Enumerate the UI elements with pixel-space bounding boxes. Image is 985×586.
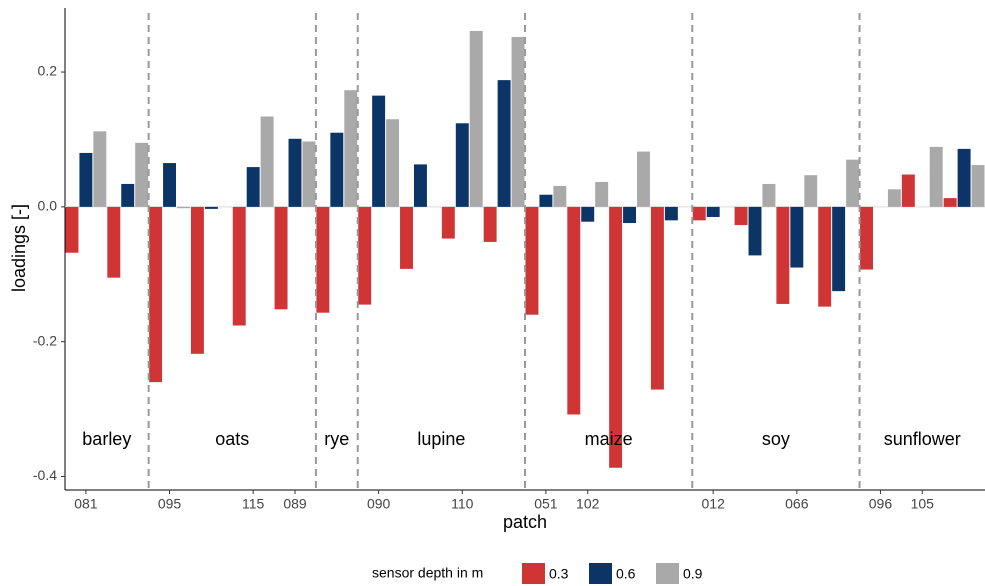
x-tick-label: 115: [242, 496, 265, 512]
bar: [567, 206, 581, 415]
bar: [860, 206, 873, 270]
y-axis-title: loadings [-]: [9, 204, 29, 292]
bar: [302, 141, 316, 207]
legend-title: sensor depth in m: [372, 565, 483, 581]
bar: [204, 206, 218, 209]
bar: [776, 206, 790, 304]
bar: [957, 148, 971, 207]
bar: [581, 206, 595, 222]
x-axis-title: patch: [503, 512, 547, 532]
bar: [511, 36, 525, 207]
x-tick-label: 081: [74, 496, 98, 512]
bar: [901, 174, 915, 207]
bar: [497, 80, 511, 207]
group-label: soy: [762, 429, 790, 449]
bar: [316, 206, 330, 313]
x-tick-label: 110: [451, 496, 474, 512]
bar: [664, 206, 678, 221]
group-label: barley: [82, 429, 131, 449]
x-tick-label: 102: [576, 496, 600, 512]
bar: [790, 206, 804, 268]
x-tick-label: 051: [534, 496, 558, 512]
bar: [163, 163, 177, 207]
bar: [804, 175, 818, 207]
group-label: maize: [585, 429, 633, 449]
bar: [525, 206, 539, 315]
bar: [232, 206, 246, 326]
bar: [483, 206, 497, 242]
bar: [149, 206, 163, 383]
group-label: sunflower: [884, 429, 961, 449]
bar: [455, 123, 469, 207]
bar: [943, 198, 957, 207]
bar: [748, 206, 762, 256]
bar: [288, 138, 302, 207]
x-tick-label: 066: [785, 496, 809, 512]
bar: [734, 206, 748, 226]
bar: [107, 206, 121, 278]
bar: [260, 116, 274, 207]
x-tick-label: 089: [283, 496, 307, 512]
y-tick-label: 0.2: [38, 63, 58, 79]
bar: [929, 146, 943, 207]
bar: [344, 90, 358, 207]
y-tick-label: -0.2: [33, 332, 57, 348]
bar: [595, 181, 609, 207]
bar: [246, 167, 260, 207]
bar: [818, 206, 832, 307]
bar: [441, 206, 455, 239]
bar: [330, 132, 344, 207]
bar: [971, 165, 985, 207]
bar: [93, 131, 107, 207]
bar: [609, 206, 623, 468]
bar: [650, 206, 664, 390]
bar: [553, 185, 567, 207]
bar: [177, 206, 190, 209]
legend-swatch: [589, 563, 612, 584]
bar: [692, 206, 706, 221]
group-label: lupine: [417, 429, 465, 449]
bar: [121, 183, 135, 207]
bar: [135, 142, 149, 207]
bar: [65, 206, 79, 253]
x-tick-label: 105: [911, 496, 935, 512]
bar: [469, 30, 483, 207]
x-tick-label: 095: [158, 496, 182, 512]
bar: [846, 159, 860, 207]
group-label: rye: [324, 429, 349, 449]
bar: [623, 206, 637, 224]
group-label: oats: [215, 429, 249, 449]
bar: [832, 206, 846, 292]
legend-label: 0.3: [549, 566, 569, 582]
bar: [190, 206, 204, 354]
bar: [79, 152, 93, 207]
bar: [358, 206, 372, 305]
bar: [637, 151, 650, 207]
legend-swatch: [522, 563, 545, 584]
bar: [372, 95, 386, 207]
bar: [539, 194, 553, 207]
bar: [400, 206, 413, 269]
y-tick-label: 0.0: [38, 198, 58, 214]
x-tick-label: 012: [702, 496, 726, 512]
bar: [887, 189, 901, 207]
bar: [274, 206, 288, 310]
bar: [413, 164, 427, 207]
x-tick-label: 096: [869, 496, 893, 512]
bar: [386, 119, 400, 207]
bar: [762, 183, 776, 207]
legend-label: 0.6: [616, 566, 636, 582]
y-tick-label: -0.4: [33, 467, 57, 483]
bar: [706, 206, 720, 217]
legend-label: 0.9: [683, 566, 703, 582]
x-tick-label: 090: [367, 496, 391, 512]
legend-swatch: [656, 563, 679, 584]
